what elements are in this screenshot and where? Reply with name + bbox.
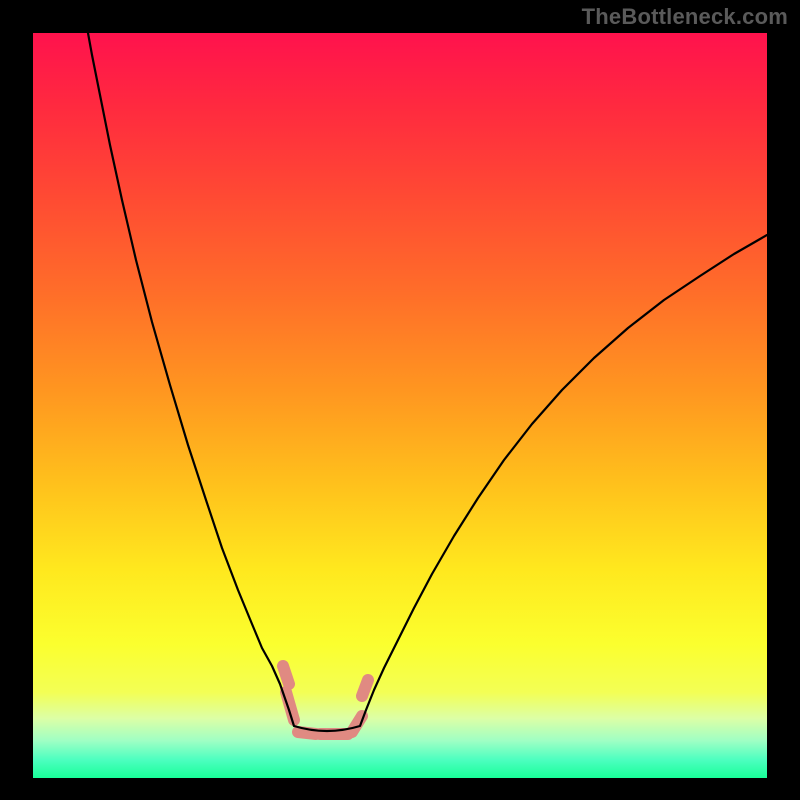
plot-area xyxy=(33,33,767,778)
base-mark xyxy=(298,732,316,734)
bottleneck-curve xyxy=(88,33,767,731)
curve-layer xyxy=(33,33,767,778)
base-mark xyxy=(362,680,368,696)
base-mark xyxy=(283,666,289,684)
canvas-root: TheBottleneck.com xyxy=(0,0,800,800)
watermark-text: TheBottleneck.com xyxy=(582,4,788,30)
base-marks xyxy=(283,666,368,734)
